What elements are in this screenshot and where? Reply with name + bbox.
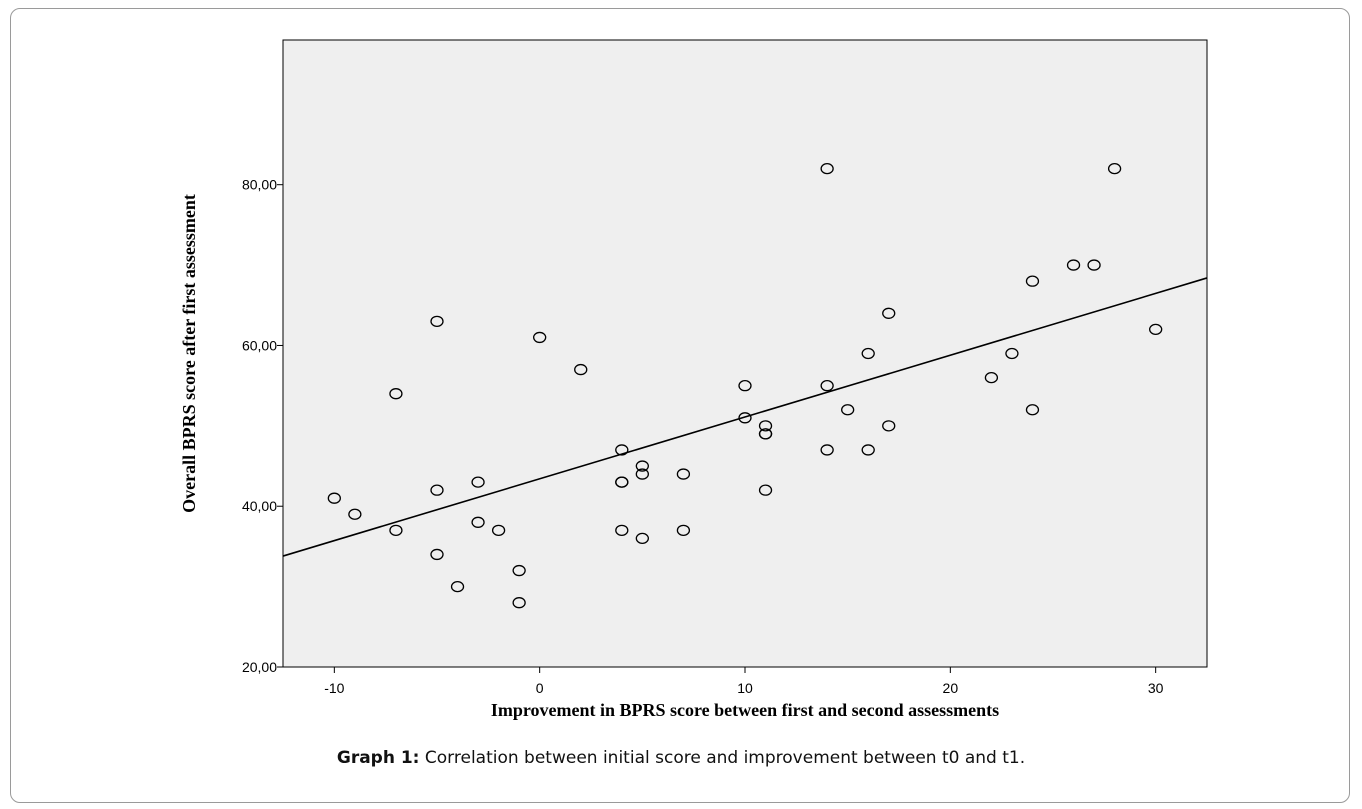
x-tick-label: 0 — [536, 680, 544, 696]
data-point — [512, 597, 526, 609]
figure-caption: Graph 1: Correlation between initial sco… — [0, 748, 1362, 768]
data-point — [615, 476, 629, 488]
data-point — [1107, 162, 1122, 175]
data-point — [676, 468, 691, 480]
data-point — [758, 428, 773, 440]
data-point — [635, 460, 649, 472]
data-point — [635, 532, 649, 545]
y-axis-title: Overall BPRS score after first assessmen… — [179, 194, 199, 513]
y-tick-label: 20,00 — [242, 659, 277, 675]
data-point — [615, 444, 629, 456]
data-point — [471, 516, 485, 528]
caption-label: Graph 1: — [336, 748, 420, 768]
data-point — [327, 492, 341, 504]
data-point — [758, 484, 773, 496]
data-point — [430, 548, 444, 561]
data-point — [512, 564, 526, 577]
data-point — [574, 363, 588, 376]
data-point — [1149, 323, 1163, 336]
data-point — [471, 476, 485, 488]
data-point — [533, 331, 547, 344]
scatter-chart: -10 0 10 20 30 20,00 40,00 60,00 80,00 Overall B… — [179, 39, 1208, 720]
caption-text: Correlation between initial score and im… — [419, 748, 1026, 768]
data-point — [882, 307, 896, 319]
x-tick-label: 30 — [1148, 680, 1164, 696]
data-point — [861, 444, 875, 456]
data-point — [820, 444, 834, 456]
data-point — [820, 162, 834, 175]
data-point — [1005, 347, 1019, 360]
data-point — [676, 524, 691, 536]
data-point — [430, 484, 444, 496]
data-point — [615, 524, 629, 536]
data-point — [820, 380, 834, 392]
y-tick-label: 40,00 — [242, 498, 277, 514]
data-point — [1025, 404, 1040, 416]
regression-line — [282, 277, 1208, 557]
data-point — [984, 371, 999, 384]
x-tick-label: 20 — [943, 680, 959, 696]
data-point — [635, 468, 649, 480]
data-point — [738, 380, 752, 392]
y-tick-label: 80,00 — [242, 177, 277, 193]
data-point — [430, 315, 444, 327]
data-point — [861, 347, 875, 360]
data-point — [758, 420, 773, 432]
x-tick-label: 10 — [737, 680, 753, 696]
data-point — [389, 524, 403, 536]
x-tick-label: -10 — [324, 680, 344, 696]
y-tick-label: 60,00 — [242, 337, 277, 353]
data-point — [348, 508, 362, 520]
x-axis-title: Improvement in BPRS score between first … — [491, 700, 999, 720]
data-point — [491, 524, 506, 536]
data-point — [882, 420, 896, 432]
plot-area — [282, 39, 1208, 668]
data-point — [738, 412, 752, 424]
data-point — [450, 580, 465, 593]
data-point — [1025, 275, 1040, 287]
data-point — [1066, 259, 1081, 271]
data-point — [1087, 259, 1101, 271]
data-point — [841, 404, 855, 416]
data-point — [389, 388, 403, 400]
